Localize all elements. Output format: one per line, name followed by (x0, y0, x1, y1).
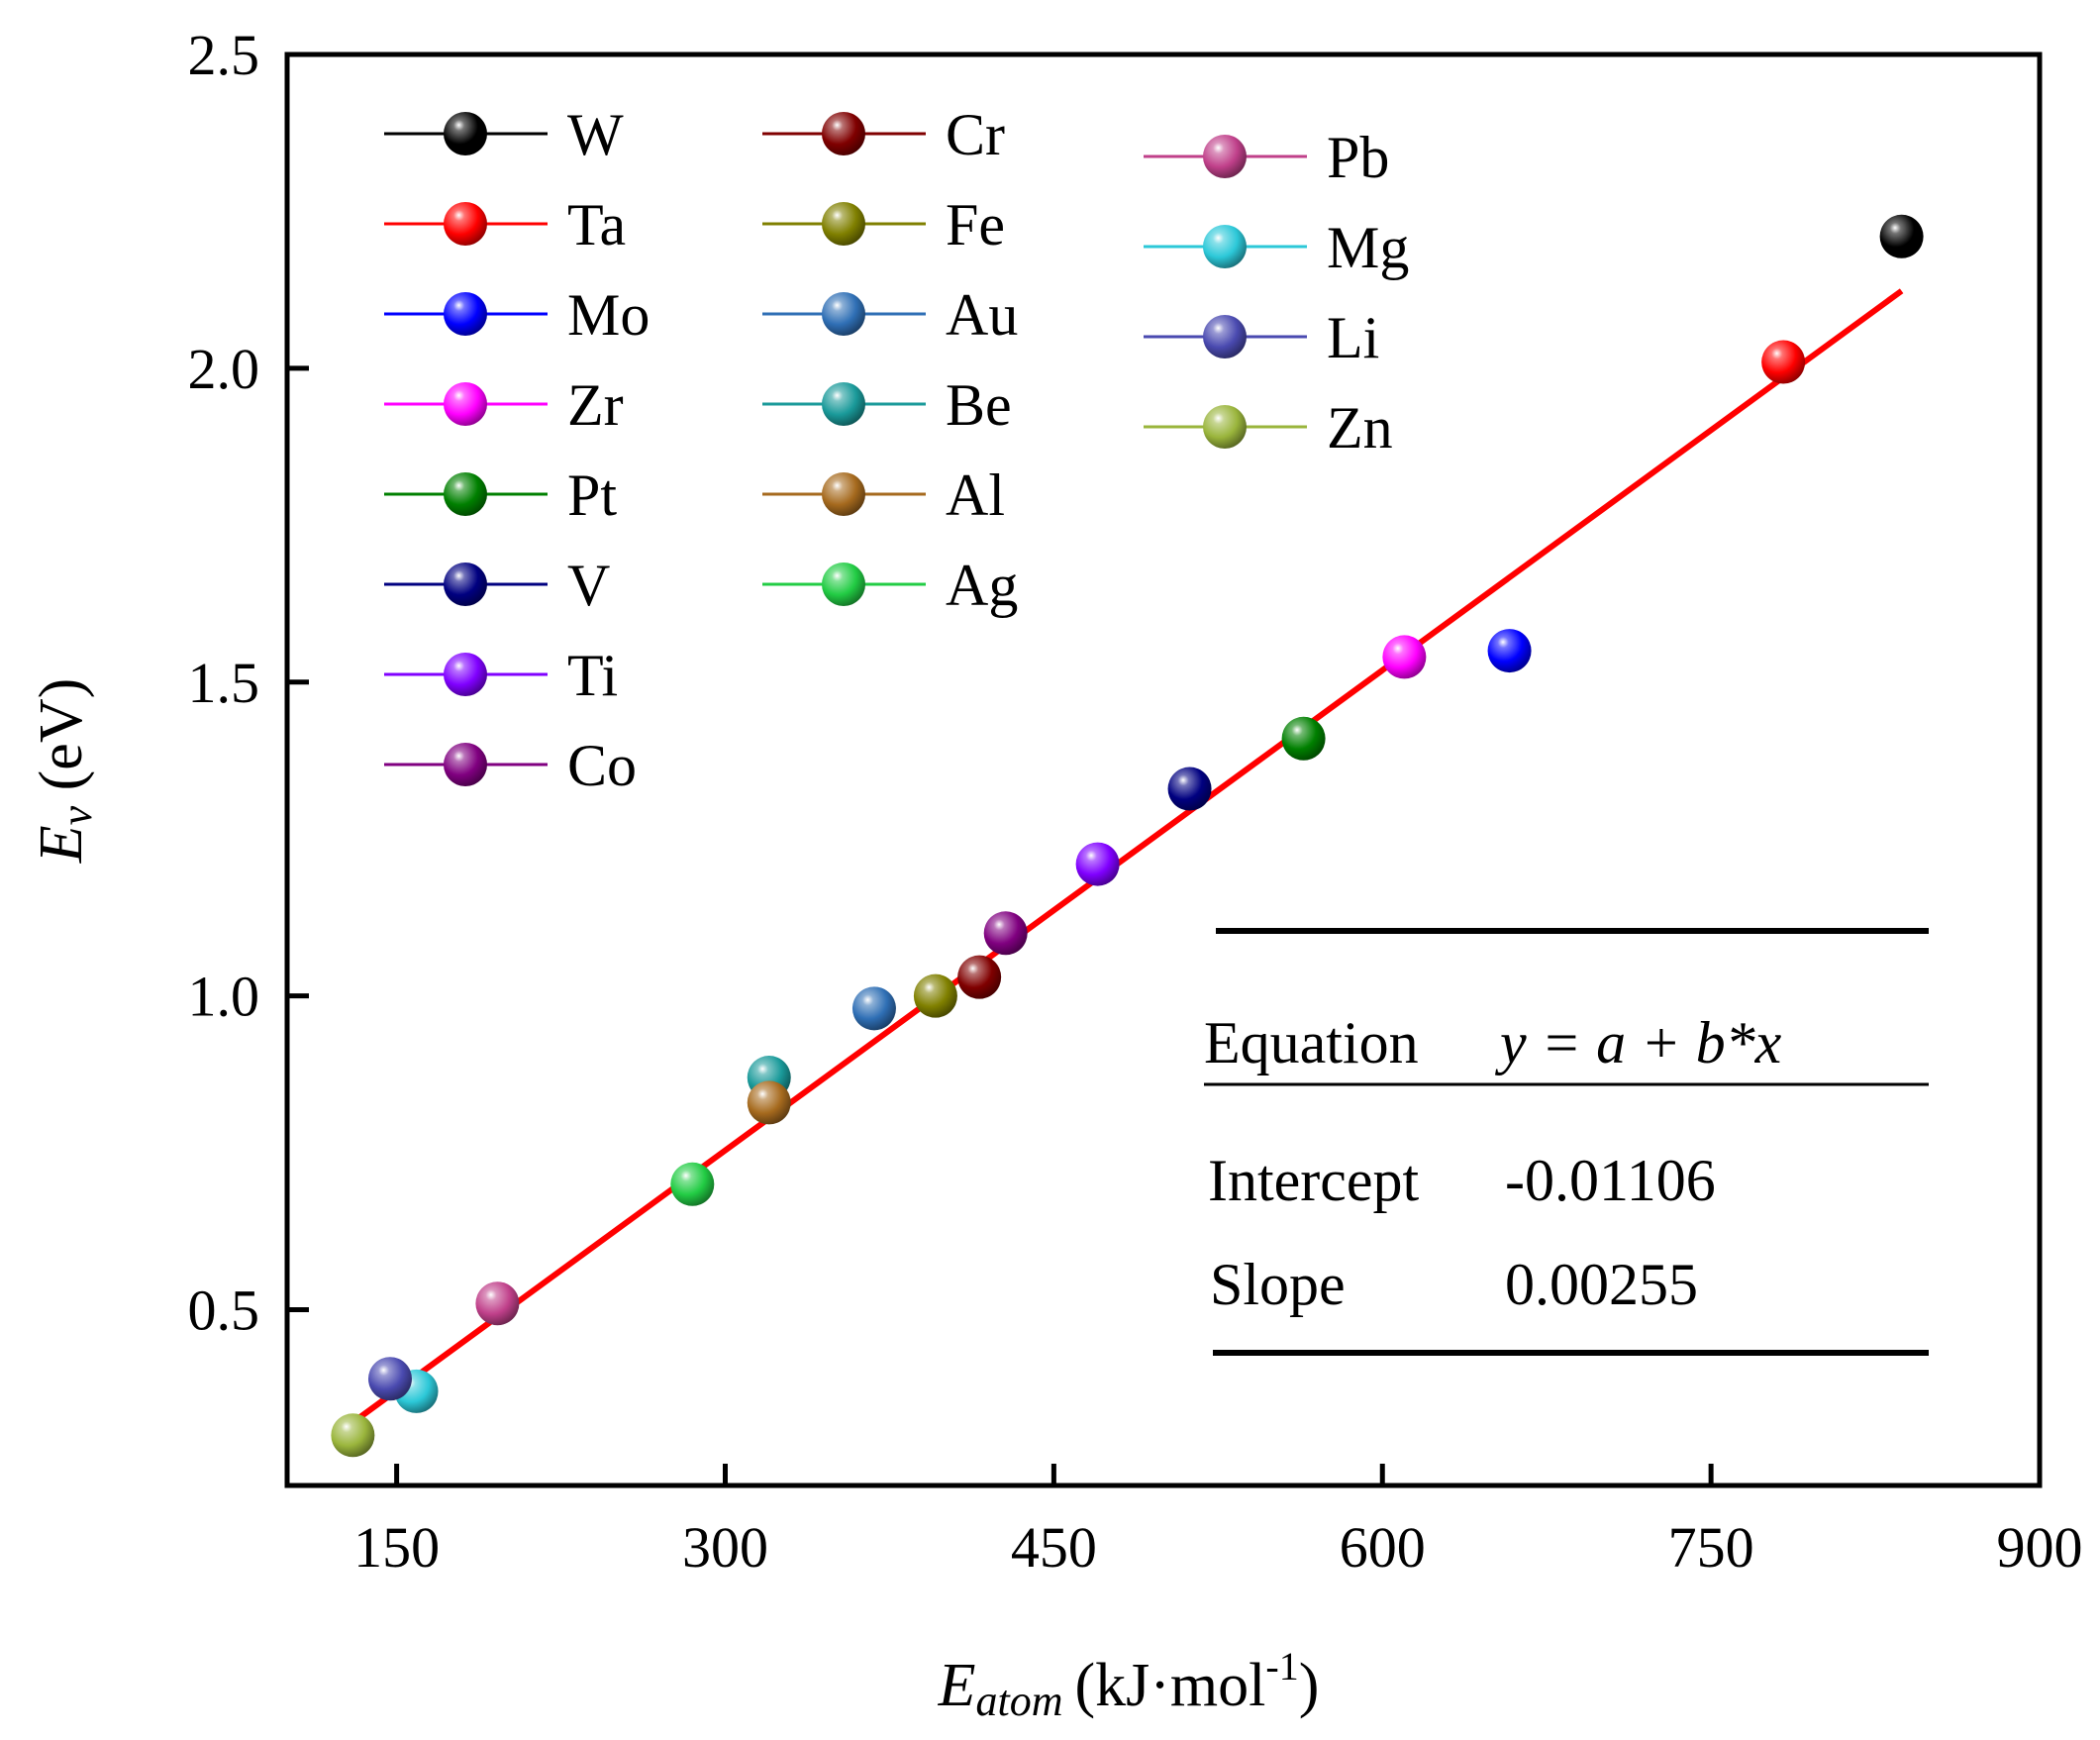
data-point-w (1879, 214, 1924, 258)
legend-marker-co (444, 743, 487, 786)
plot-frame (284, 51, 2043, 1488)
legend-marker-zr (444, 382, 487, 426)
data-point-pb (475, 1281, 520, 1326)
legend-marker-cr (822, 112, 865, 155)
data-point-li (367, 1357, 412, 1401)
y-tick-label: 2.5 (188, 23, 260, 87)
legend-label-be: Be (946, 372, 1012, 438)
data-point-zn (331, 1413, 375, 1458)
legend-label-ti: Ti (567, 643, 618, 708)
stats-slope-label: Slope (1210, 1252, 1346, 1317)
x-tick-label: 600 (1340, 1515, 1426, 1580)
legend-marker-be (822, 382, 865, 426)
data-point-fe (913, 973, 957, 1018)
y-tick-label: 0.5 (188, 1279, 260, 1343)
legend: W Ta Mo Zr Pt V Ti Co Cr Fe Au Be Al Ag Pb Mg Li Zn (384, 102, 1409, 798)
stats-intercept-value: -0.01106 (1505, 1148, 1716, 1213)
legend-label-v: V (567, 553, 610, 618)
x-axis-title-sub: atom (976, 1677, 1063, 1725)
linear-fit-line (350, 288, 1904, 1425)
legend-marker-mg (1203, 225, 1247, 268)
data-point-mo (1487, 629, 1532, 673)
y-tick-label: 2.0 (188, 337, 260, 401)
legend-marker-mo (444, 292, 487, 336)
stats-equation-label: Equation (1204, 1010, 1419, 1075)
y-tick-label: 1.5 (188, 651, 260, 715)
y-axis-title-unit: (eV) (28, 678, 95, 806)
legend-marker-al (822, 472, 865, 516)
y-axis-title-sub: v (52, 805, 101, 825)
legend-marker-ti (444, 653, 487, 696)
x-tick-label: 150 (353, 1515, 440, 1580)
legend-marker-ta (444, 202, 487, 246)
legend-label-cr: Cr (946, 102, 1005, 167)
x-axis-title-main: E (938, 1652, 976, 1719)
data-point-pt (1281, 716, 1326, 761)
legend-label-au: Au (946, 282, 1018, 348)
legend-label-pb: Pb (1327, 125, 1389, 190)
data-point-au (851, 986, 896, 1031)
legend-label-al: Al (946, 462, 1005, 528)
x-tick-label: 750 (1668, 1515, 1754, 1580)
legend-marker-pt (444, 472, 487, 516)
legend-label-mo: Mo (567, 282, 650, 348)
legend-marker-w (444, 112, 487, 155)
x-axis-title-close: ) (1299, 1652, 1320, 1719)
y-tick-label: 1.0 (188, 965, 260, 1029)
legend-marker-pb (1203, 135, 1247, 178)
data-point-ag (670, 1162, 715, 1206)
stats-equation-value: y = a + b*x (1494, 1010, 1782, 1075)
legend-marker-fe (822, 202, 865, 246)
x-axis-title: Eatom (kJ·mol-1) (938, 1644, 1320, 1725)
legend-label-ag: Ag (946, 553, 1018, 618)
data-point-co (983, 911, 1028, 956)
x-axis-title-sup: -1 (1265, 1644, 1298, 1689)
axis-ticks: 150 300 450 600 750 900 0.5 1.0 1.5 2.0 2.5 (188, 23, 2083, 1580)
x-tick-label: 450 (1011, 1515, 1097, 1580)
legend-label-zn: Zn (1327, 395, 1393, 461)
legend-marker-li (1203, 315, 1247, 358)
data-point-v (1167, 767, 1212, 811)
data-point-ta (1761, 340, 1806, 384)
legend-marker-v (444, 563, 487, 606)
legend-label-mg: Mg (1327, 215, 1409, 280)
legend-label-zr: Zr (567, 372, 624, 438)
fit-line-layer (350, 288, 1904, 1425)
legend-marker-au (822, 292, 865, 336)
y-axis-title-main: E (28, 825, 95, 864)
legend-label-pt: Pt (567, 462, 617, 528)
legend-label-co: Co (567, 733, 637, 798)
stats-intercept-label: Intercept (1208, 1148, 1420, 1213)
data-point-cr (957, 955, 1002, 999)
data-points (331, 214, 1924, 1458)
stats-slope-value: 0.00255 (1505, 1252, 1698, 1317)
legend-label-fe: Fe (946, 192, 1005, 257)
data-point-ti (1075, 842, 1120, 886)
x-tick-label: 900 (1997, 1515, 2083, 1580)
legend-label-ta: Ta (567, 192, 626, 257)
x-axis-title-unit: (kJ·mol (1075, 1652, 1266, 1719)
legend-marker-zn (1203, 405, 1247, 449)
fit-stats-table: Equation y = a + b*x Intercept -0.01106 … (1204, 928, 1929, 1356)
legend-label-li: Li (1327, 305, 1379, 370)
legend-label-w: W (567, 102, 624, 167)
data-point-al (747, 1080, 791, 1125)
x-tick-label: 300 (682, 1515, 768, 1580)
legend-marker-ag (822, 563, 865, 606)
y-axis-title: Ev (eV) (28, 678, 101, 865)
data-point-zr (1382, 635, 1427, 679)
